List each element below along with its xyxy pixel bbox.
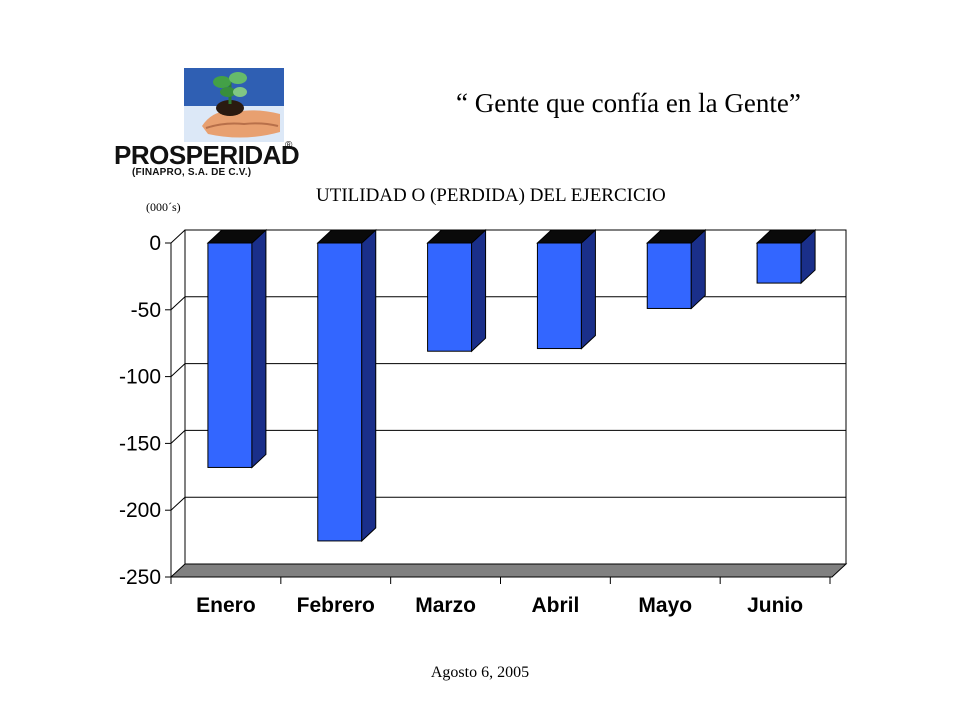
bar-marzo [427,242,473,352]
bar-top [755,229,817,244]
y-tick-label: 0 [149,232,161,255]
bar-junio [756,242,802,284]
prosperidad-logo: PROSPERIDAD ® (FINAPRO, S.A. DE C.V.) [110,52,300,180]
bar-side [361,228,377,543]
chart-title: UTILIDAD O (PERDIDA) DEL EJERCICIO [316,185,666,206]
y-tick-label: -250 [119,566,161,589]
y-tick-label: -50 [131,299,161,322]
plot-back-wall [184,229,847,565]
bar-top [206,229,268,244]
bar-top [316,229,378,244]
bar-top [645,229,707,244]
y-tick-label: -150 [119,432,161,455]
gridline-depth [170,296,186,311]
logo-subtitle: (FINAPRO, S.A. DE C.V.) [132,167,252,178]
x-category-label: Junio [747,594,803,617]
y-tick-label: -200 [119,499,161,522]
x-category-label: Mayo [638,594,692,617]
gridline-depth [170,430,186,444]
bar-side [471,228,487,353]
plot-floor [169,563,848,578]
x-category-label: Marzo [415,594,476,617]
bar-mayo [646,242,692,309]
bar-side [251,228,267,469]
registered-mark: ® [285,140,293,151]
gridline-depth [170,496,186,511]
footer-date: Agosto 6, 2005 [430,664,530,681]
bar-side [580,228,596,350]
axis-depth-top [170,229,186,244]
bar-side [690,228,706,310]
hands-plant-icon [184,68,284,142]
bar-enero [207,242,253,468]
y-tick-label: -100 [119,366,161,389]
bar-febrero [317,242,363,542]
bar-top [426,229,487,244]
x-category-label: Enero [196,594,256,617]
x-category-label: Febrero [297,594,375,617]
logo-wordmark: PROSPERIDAD [114,140,300,170]
bar-abril [536,242,582,350]
y-axis-units: (000´s) [146,200,181,214]
x-category-label: Abril [531,594,579,617]
gridline-depth [170,363,186,377]
slogan: “ Gente que confía en la Gente” [456,88,801,118]
bar-top [536,229,597,244]
